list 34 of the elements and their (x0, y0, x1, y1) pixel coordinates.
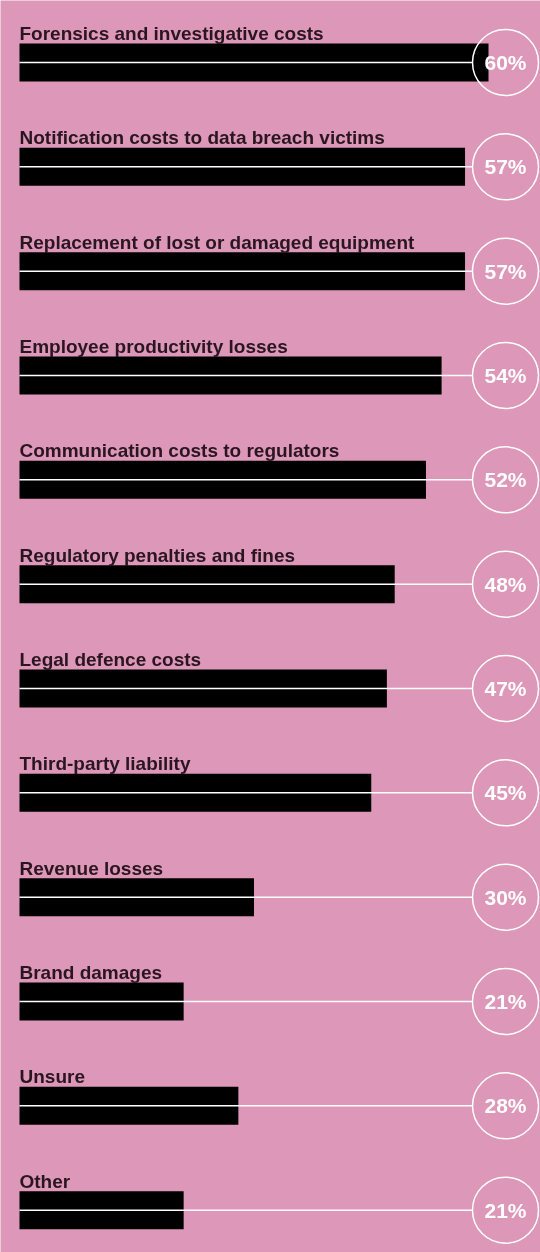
bar (19, 669, 387, 708)
bar (19, 1191, 184, 1230)
data-label: 57% (484, 155, 527, 179)
data-label: 28% (484, 1094, 527, 1118)
bar (19, 252, 466, 291)
bar (19, 773, 372, 812)
bar (19, 878, 254, 917)
data-label: 45% (484, 781, 527, 805)
y-tick-label: Replacement of lost or damaged equipment (19, 231, 416, 253)
y-tick-label: Regulatory penalties and fines (19, 544, 296, 566)
bar (19, 356, 442, 395)
y-tick-label: Employee productivity losses (19, 336, 288, 357)
y-tick-label: Third-party liability (19, 753, 191, 775)
bar (19, 982, 184, 1021)
data-label: 21% (484, 990, 527, 1013)
y-tick-label: Brand damages (19, 962, 163, 983)
bar (19, 147, 466, 186)
bar (19, 1086, 239, 1125)
data-label: 54% (484, 364, 527, 387)
y-tick-label: Legal defence costs (19, 649, 202, 670)
y-tick-label: Other (19, 1170, 71, 1192)
bar (19, 565, 395, 604)
data-label: 21% (484, 1198, 527, 1222)
y-tick-label: Forensics and investigative costs (19, 23, 324, 44)
y-tick-label: Communication costs to regulators (19, 440, 340, 462)
y-tick-label: Unsure (19, 1066, 85, 1088)
data-label: 52% (484, 468, 527, 492)
data-label: 30% (484, 885, 527, 909)
y-tick-label: Notification costs to data breach victims (19, 127, 385, 149)
data-label: 57% (484, 259, 527, 283)
y-tick-label: Revenue losses (19, 857, 164, 879)
data-label: 48% (484, 572, 527, 596)
bar (19, 460, 426, 499)
data-label: 47% (484, 677, 527, 700)
